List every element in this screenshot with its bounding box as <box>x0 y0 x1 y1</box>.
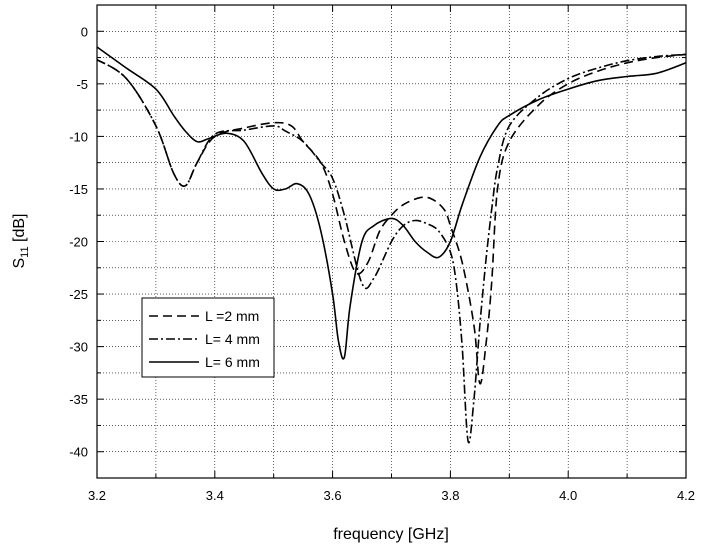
axis-ticks <box>96 4 687 479</box>
legend-items: L =2 mm L= 4 mm L= 6 mm <box>149 308 260 370</box>
series-lines <box>96 46 687 444</box>
series-line-2 <box>96 53 687 444</box>
y-axis-title-main: S <box>11 258 28 269</box>
y-tick-label: -15 <box>69 182 88 197</box>
x-tick-label: 3.4 <box>206 488 224 503</box>
x-axis-title: frequency [GHz] <box>333 526 449 543</box>
y-tick-label: -30 <box>69 340 88 355</box>
y-tick-label: -5 <box>76 77 88 92</box>
x-tick-label: 4.2 <box>677 488 695 503</box>
y-axis-title: S11 [dB] <box>11 214 31 269</box>
y-tick-labels: 0 -5 -10 -15 -20 -25 -30 -35 -40 <box>69 24 88 459</box>
y-tick-label: -20 <box>69 235 88 250</box>
x-tick-label: 3.6 <box>324 488 342 503</box>
series-line-3 <box>96 46 687 360</box>
y-tick-label: -25 <box>69 287 88 302</box>
x-tick-label: 3.2 <box>88 488 106 503</box>
x-tick-labels: 3.2 3.4 3.6 3.8 4.0 4.2 <box>88 488 695 503</box>
x-tick-label: 4.0 <box>559 488 577 503</box>
legend-label-1: L =2 mm <box>205 308 259 324</box>
legend-label-3: L= 6 mm <box>205 354 260 370</box>
y-tick-label: -40 <box>69 445 88 460</box>
y-tick-label: 0 <box>81 24 88 39</box>
y-tick-label: -10 <box>69 129 88 144</box>
legend: L =2 mm L= 4 mm L= 6 mm <box>141 297 275 378</box>
legend-label-2: L= 4 mm <box>205 331 260 347</box>
x-tick-label: 3.8 <box>441 488 459 503</box>
y-axis-title-unit: [dB] <box>11 214 28 247</box>
legend-box <box>141 297 275 378</box>
y-axis-title-subscript: 11 <box>19 246 31 257</box>
y-tick-label: -35 <box>69 392 88 407</box>
